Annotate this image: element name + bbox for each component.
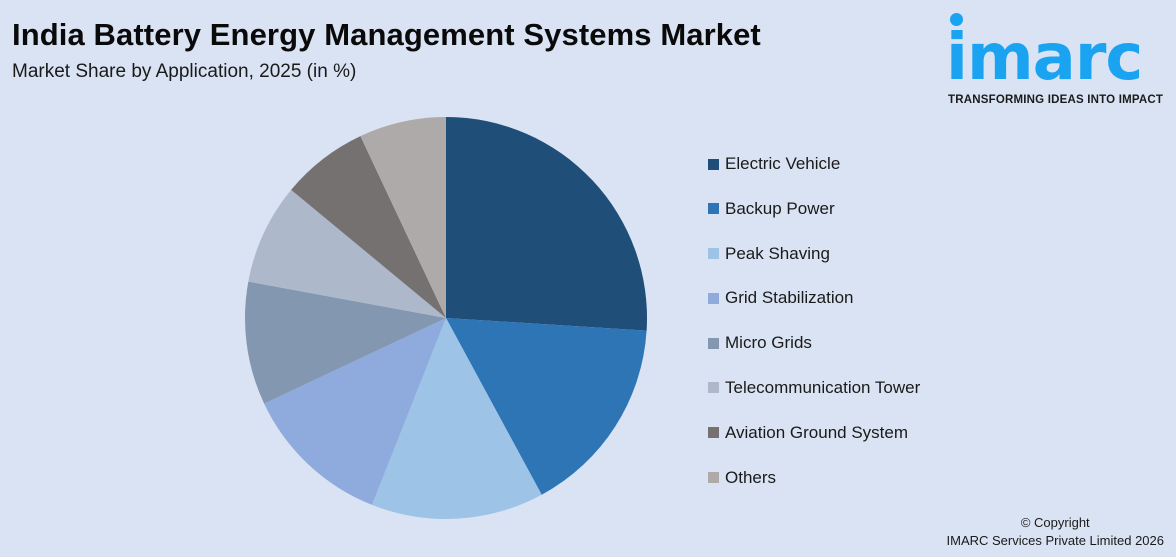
pie-slice-micro-grids (245, 281, 446, 404)
copyright-notice: © Copyright IMARC Services Private Limit… (947, 514, 1164, 550)
legend-swatch-icon (708, 158, 719, 170)
logo-dot-icon (950, 13, 963, 26)
legend-label: Electric Vehicle (725, 154, 841, 173)
copyright-line: © Copyright (1020, 515, 1090, 530)
chart-title: India Battery Energy Management Systems … (12, 17, 761, 52)
legend-swatch-icon (708, 472, 719, 484)
pie-chart (245, 117, 647, 519)
legend-item: Backup Power (708, 198, 920, 220)
legend-label: Telecommunication Tower (725, 377, 921, 397)
logo-wordmark: imarc (946, 21, 1143, 95)
pie-slice-aviation-ground-system (291, 136, 446, 318)
legend-swatch-icon (708, 382, 719, 394)
legend-swatch-icon (708, 292, 719, 304)
legend-item: Grid Stabilization (708, 287, 920, 309)
pie-slice-others (360, 117, 446, 318)
pie-slice-backup-power (446, 318, 647, 495)
pie-slice-electric-vehicle (446, 117, 647, 331)
legend-swatch-icon (708, 337, 719, 349)
legend-item: Others (708, 467, 920, 489)
legend-swatch-icon (708, 203, 719, 215)
legend-item: Aviation Ground System (708, 422, 920, 444)
pie-slice-telecommunication-tower (248, 189, 446, 318)
legend-item: Micro Grids (708, 332, 920, 354)
chart-subtitle: Market Share by Application, 2025 (in %) (12, 61, 357, 82)
legend-label: Aviation Ground System (725, 422, 908, 442)
imarc-logo: imarc TRANSFORMING IDEAS INTO IMPACT (944, 12, 1172, 108)
legend-swatch-icon (708, 427, 719, 439)
legend-label: Backup Power (725, 198, 835, 218)
pie-slice-peak-shaving (372, 318, 542, 519)
legend-item: Telecommunication Tower (708, 377, 920, 399)
company-line: IMARC Services Private Limited 2026 (946, 533, 1164, 548)
chart-legend: Electric Vehicle Backup Power Peak Shavi… (708, 153, 920, 511)
legend-item: Electric Vehicle (708, 153, 920, 175)
legend-swatch-icon (708, 248, 719, 260)
legend-label: Peak Shaving (725, 243, 830, 263)
legend-label: Micro Grids (725, 333, 812, 353)
legend-label: Grid Stabilization (725, 288, 854, 308)
logo-tagline: TRANSFORMING IDEAS INTO IMPACT (948, 94, 1164, 106)
legend-item: Peak Shaving (708, 243, 920, 265)
pie-slice-grid-stabilization (264, 318, 446, 505)
legend-label: Others (725, 467, 777, 487)
